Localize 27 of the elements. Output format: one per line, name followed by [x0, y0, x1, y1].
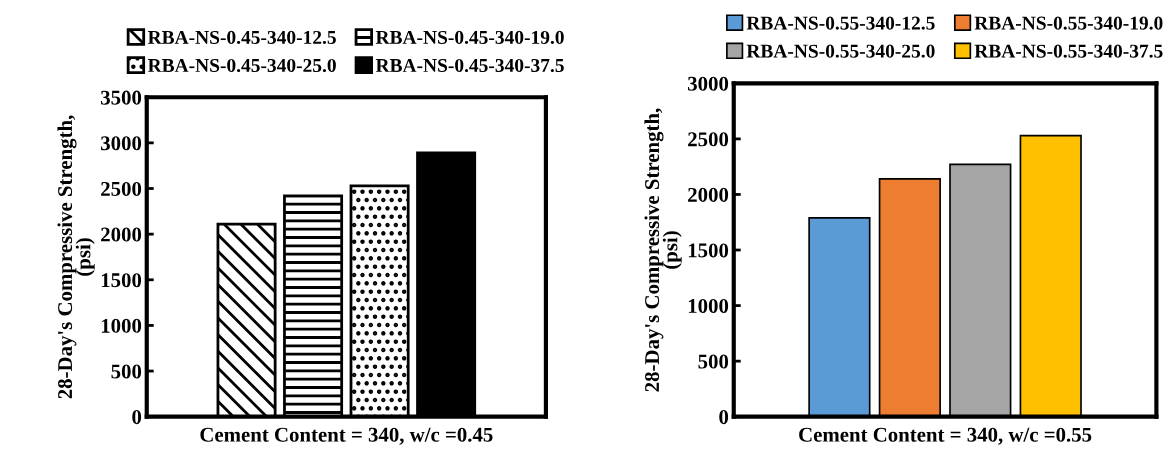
y-tick-label: 2500: [688, 132, 729, 147]
y-tick-label: 500: [111, 364, 142, 379]
legend-label: RBA-NS-0.45-340-25.0: [147, 58, 336, 73]
y-tick-label: 1000: [688, 298, 729, 314]
y-tick-label: 3500: [101, 90, 142, 105]
y-tick-label: 1500: [101, 273, 142, 288]
legend-label: RBA-NS-0.45-340-12.5: [147, 30, 336, 45]
y-tick-label: 500: [698, 354, 729, 369]
y-tick-label: 1000: [101, 318, 142, 333]
y-tick-label: 2000: [688, 187, 729, 202]
y-tick-label: 3000: [101, 136, 142, 151]
x-axis-title: Cement Content = 340, w/c =0.45: [200, 427, 493, 445]
y-tick-label: 0: [719, 410, 729, 425]
y-axis-title: 28-Day's Compressive Strength, (psi): [644, 108, 682, 392]
y-tick-label: 2500: [101, 181, 142, 196]
legend-label: RBA-NS-0.55-340-12.5: [746, 16, 935, 30]
y-tick-label: 1500: [688, 243, 729, 258]
y-tick-label: 2000: [101, 227, 142, 242]
y-axis-title: 28-Day's Compressive Strength, (psi): [57, 115, 95, 399]
legend-label: RBA-NS-0.55-340-37.5: [974, 44, 1163, 58]
legend-label: RBA-NS-0.55-340-19.0: [974, 16, 1163, 30]
legend-label: RBA-NS-0.45-340-37.5: [375, 58, 564, 73]
legend-label: RBA-NS-0.45-340-19.0: [375, 30, 564, 45]
x-axis-title: Cement Content = 340, w/c =0.55: [799, 427, 1092, 445]
legend-label: RBA-NS-0.55-340-25.0: [746, 44, 935, 58]
y-tick-label: 0: [132, 410, 142, 425]
y-tick-label: 3000: [688, 76, 729, 91]
